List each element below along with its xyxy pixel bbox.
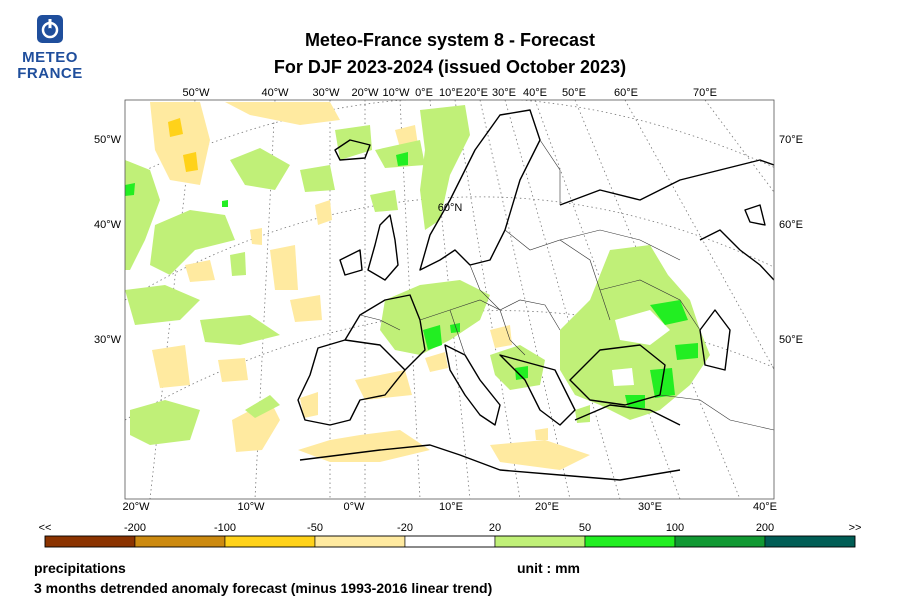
top-lon-label: 20°W [351, 87, 379, 99]
bottom-lon-label: 30°E [638, 501, 662, 513]
right-lon-label: 60°E [779, 219, 803, 231]
colorbar-tick-label: -50 [307, 522, 323, 534]
strong-dry-areas [168, 118, 198, 172]
colorbar-tick-label: -20 [397, 522, 413, 534]
colorbar-swatch [224, 535, 316, 548]
colorbar-swatch [494, 535, 586, 548]
bottom-lon-label: 20°E [535, 501, 559, 513]
colorbar: << -200 -100 -50 -20 20 50 100 200 >> [39, 522, 862, 548]
top-lon-label: 10°W [382, 87, 410, 99]
country-borders [359, 139, 774, 431]
logo-line1: METEO [22, 49, 78, 66]
colorbar-swatch [584, 535, 676, 548]
top-lon-label: 60°E [614, 87, 638, 99]
colorbar-frame [44, 535, 856, 548]
right-lon-label: 50°E [779, 334, 803, 346]
colorbar-tick-label: 20 [489, 522, 501, 534]
bottom-lon-label: 20°W [122, 501, 150, 513]
colorbar-tick-label: 50 [579, 522, 591, 534]
right-lon-label: 70°E [779, 134, 803, 146]
logo-text: METEO FRANCE [14, 50, 86, 82]
colorbar-swatch [764, 535, 856, 548]
colorbar-tick-label: >> [849, 522, 862, 534]
colorbar-tick-label: 100 [666, 522, 684, 534]
logo-line2: FRANCE [17, 65, 83, 82]
lat-label: 60°N [438, 202, 463, 214]
neutral-areas [612, 310, 670, 386]
left-lon-label: 30°W [94, 334, 122, 346]
colorbar-swatch [314, 535, 406, 548]
unit-label: unit : mm [517, 560, 580, 576]
coastlines [297, 109, 774, 481]
top-lon-label: 50°W [182, 87, 210, 99]
title-line1: Meteo-France system 8 - Forecast [304, 30, 596, 50]
top-lon-label: 40°W [261, 87, 289, 99]
map-axis-labels: 50°W 40°W 30°W 20°W 10°W 0°E 10°E 20°E 3… [94, 87, 803, 513]
colorbar-tick-label: << [39, 522, 52, 534]
top-lon-label: 10°E [439, 87, 463, 99]
meteo-france-logo-icon [37, 15, 63, 43]
bottom-lon-label: 0°W [344, 501, 366, 513]
left-lon-label: 50°W [94, 134, 122, 146]
colorbar-swatch [44, 535, 136, 548]
colorbar-tick-label: -100 [214, 522, 236, 534]
top-lon-label: 40°E [523, 87, 547, 99]
colorbar-swatch [674, 535, 766, 548]
variable-label: precipitations [34, 560, 126, 576]
map-frame [124, 99, 775, 500]
colorbar-tick-label: 200 [756, 522, 774, 534]
description-label: 3 months detrended anomaly forecast (min… [34, 580, 493, 596]
top-lon-label: 50°E [562, 87, 586, 99]
top-lon-label: 0°E [415, 87, 433, 99]
bottom-lon-label: 10°W [237, 501, 265, 513]
top-lon-label: 70°E [693, 87, 717, 99]
top-lon-label: 20°E [464, 87, 488, 99]
colorbar-swatch [404, 535, 496, 548]
colorbar-tick-label: -200 [124, 522, 146, 534]
strong-wet-areas [125, 152, 698, 408]
colorbar-swatch [134, 535, 226, 548]
left-lon-label: 40°W [94, 219, 122, 231]
title-line2: For DJF 2023-2024 (issued October 2023) [273, 57, 627, 77]
meteo-france-logo: METEO FRANCE [14, 14, 86, 86]
bottom-lon-label: 10°E [439, 501, 463, 513]
top-lon-label: 30°E [492, 87, 516, 99]
top-lon-label: 30°W [312, 87, 340, 99]
bottom-lon-label: 40°E [753, 501, 777, 513]
